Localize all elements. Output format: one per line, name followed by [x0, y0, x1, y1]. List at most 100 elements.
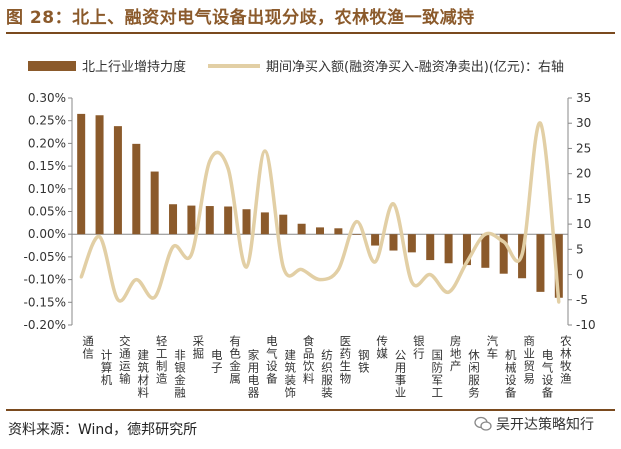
- x-tick-label-char: 农: [560, 334, 572, 348]
- right-tick-label: 5: [576, 242, 584, 256]
- x-tick-label-char: 电: [248, 373, 260, 387]
- left-tick-label: 0.15%: [28, 159, 66, 173]
- right-tick-label: -10: [576, 318, 596, 332]
- legend-line-label: 期间净买入额(融资净买入-融资净卖出)(亿元)：右轴: [266, 60, 564, 75]
- x-tick-label-char: 服: [468, 373, 480, 387]
- x-tick-label-char: 医: [340, 334, 352, 348]
- left-tick-label: 0.25%: [28, 114, 66, 128]
- x-tick-label-char: 筑: [285, 361, 297, 375]
- x-tick-label-char: 林: [560, 347, 572, 361]
- line-point: [410, 280, 414, 284]
- x-tick-label-char: 车: [487, 347, 499, 361]
- x-tick-label-char: 纺: [321, 348, 333, 362]
- bar: [297, 223, 306, 235]
- line-point: [281, 265, 285, 269]
- legend-bar-label: 北上行业增持力度: [82, 59, 186, 75]
- x-tick-label-char: 防: [431, 361, 443, 375]
- x-tick-label-char: 易: [523, 372, 535, 386]
- figure-title: 图 28：北上、融资对电气设备出现分歧，农林牧渔一致减持: [6, 8, 475, 28]
- right-tick-label: 35: [576, 91, 591, 105]
- x-tick-label-char: 输: [119, 372, 131, 386]
- line-point: [355, 220, 359, 224]
- x-tick-label-char: 非: [174, 348, 186, 362]
- bar: [242, 209, 251, 235]
- x-tick-label-char: 子: [211, 361, 223, 375]
- line-point: [226, 167, 230, 171]
- bar: [77, 113, 86, 235]
- x-tick-label-char: 商: [523, 334, 535, 348]
- bar: [536, 234, 545, 292]
- bar: [205, 206, 214, 235]
- x-tick-label-char: 织: [321, 361, 333, 375]
- line-point: [98, 235, 102, 239]
- left-tick-label: -0.10%: [24, 273, 66, 287]
- x-tick-label-char: 有: [229, 334, 241, 348]
- x-tick-label-char: 贸: [523, 359, 535, 373]
- line-point: [502, 240, 506, 244]
- right-tick-label: 30: [576, 116, 591, 130]
- left-tick-label: 0.00%: [28, 227, 66, 241]
- x-tick-label-char: 计: [101, 348, 113, 362]
- x-tick-label-char: 生: [340, 359, 352, 373]
- line-point: [373, 260, 377, 264]
- x-tick-label-char: 设: [505, 373, 517, 387]
- x-tick-label-char: 公: [395, 348, 407, 362]
- bar: [187, 205, 196, 235]
- line-point: [428, 273, 432, 277]
- source-note: 资料来源：Wind，德邦研究所: [8, 422, 198, 438]
- x-tick-label-char: 机: [101, 373, 113, 387]
- x-tick-label-char: 交: [119, 334, 131, 348]
- right-tick-label: 0: [576, 268, 584, 282]
- bar: [150, 171, 159, 235]
- x-tick-label-char: 事: [395, 373, 407, 387]
- x-tick-label-char: 渔: [560, 372, 572, 386]
- x-tick-label-char: 食: [303, 334, 315, 348]
- x-tick-label-char: 械: [505, 361, 517, 375]
- x-tick-label-char: 料: [138, 386, 150, 400]
- x-tick-label-char: 算: [101, 361, 113, 375]
- line-point: [134, 278, 138, 282]
- line-point: [245, 265, 249, 269]
- line-point: [171, 245, 175, 249]
- line-point: [391, 202, 395, 206]
- axes: 0.30% 0.25% 0.20% 0.15% 0.10% 0.05% 0.00% -0.05…: [24, 91, 596, 332]
- x-tick-label-char: 筑: [138, 361, 150, 375]
- x-tick-label-char: 饮: [303, 359, 315, 373]
- line-point: [300, 268, 304, 272]
- bar: [95, 115, 104, 235]
- x-tick-label-char: 料: [303, 372, 315, 386]
- x-tick-label-char: 业: [523, 347, 535, 361]
- bar: [499, 234, 508, 274]
- right-tick-label: 20: [576, 167, 591, 181]
- x-tick-label-char: 机: [505, 348, 517, 362]
- bar: [371, 234, 380, 246]
- line-point: [116, 298, 120, 302]
- x-tick-label-char: 信: [82, 347, 94, 361]
- line-point: [557, 300, 561, 304]
- x-tick-label-char: 军: [431, 373, 443, 387]
- x-tick-label-char: 建: [285, 348, 297, 362]
- x-tick-label-char: 行: [413, 347, 425, 361]
- left-tick-label: 0.20%: [28, 136, 66, 150]
- x-tick-label-char: 银: [413, 334, 425, 348]
- right-tick-label: -5: [576, 293, 588, 307]
- x-tick-label-char: 运: [119, 359, 131, 373]
- line-point: [208, 159, 212, 163]
- x-tick-label-char: 电: [542, 348, 554, 362]
- x-tick-label-char: 钢: [358, 348, 370, 362]
- left-tick-label: -0.20%: [24, 318, 66, 332]
- x-tick-label-char: 汽: [487, 334, 499, 348]
- x-tick-label-char: 电: [211, 348, 223, 362]
- x-tick-label-char: 传: [376, 334, 388, 348]
- bar: [407, 234, 416, 253]
- bar: [132, 143, 141, 235]
- x-tick-label-char: 闲: [468, 361, 480, 375]
- line-point: [263, 149, 267, 153]
- line-point: [520, 252, 524, 256]
- x-tick-label-char: 设: [266, 359, 278, 373]
- footer-divider: [6, 409, 615, 411]
- x-tick-label-char: 业: [395, 386, 407, 400]
- bar: [352, 234, 361, 235]
- x-tick-label-char: 材: [138, 373, 150, 387]
- x-tick-label-char: 金: [229, 359, 241, 373]
